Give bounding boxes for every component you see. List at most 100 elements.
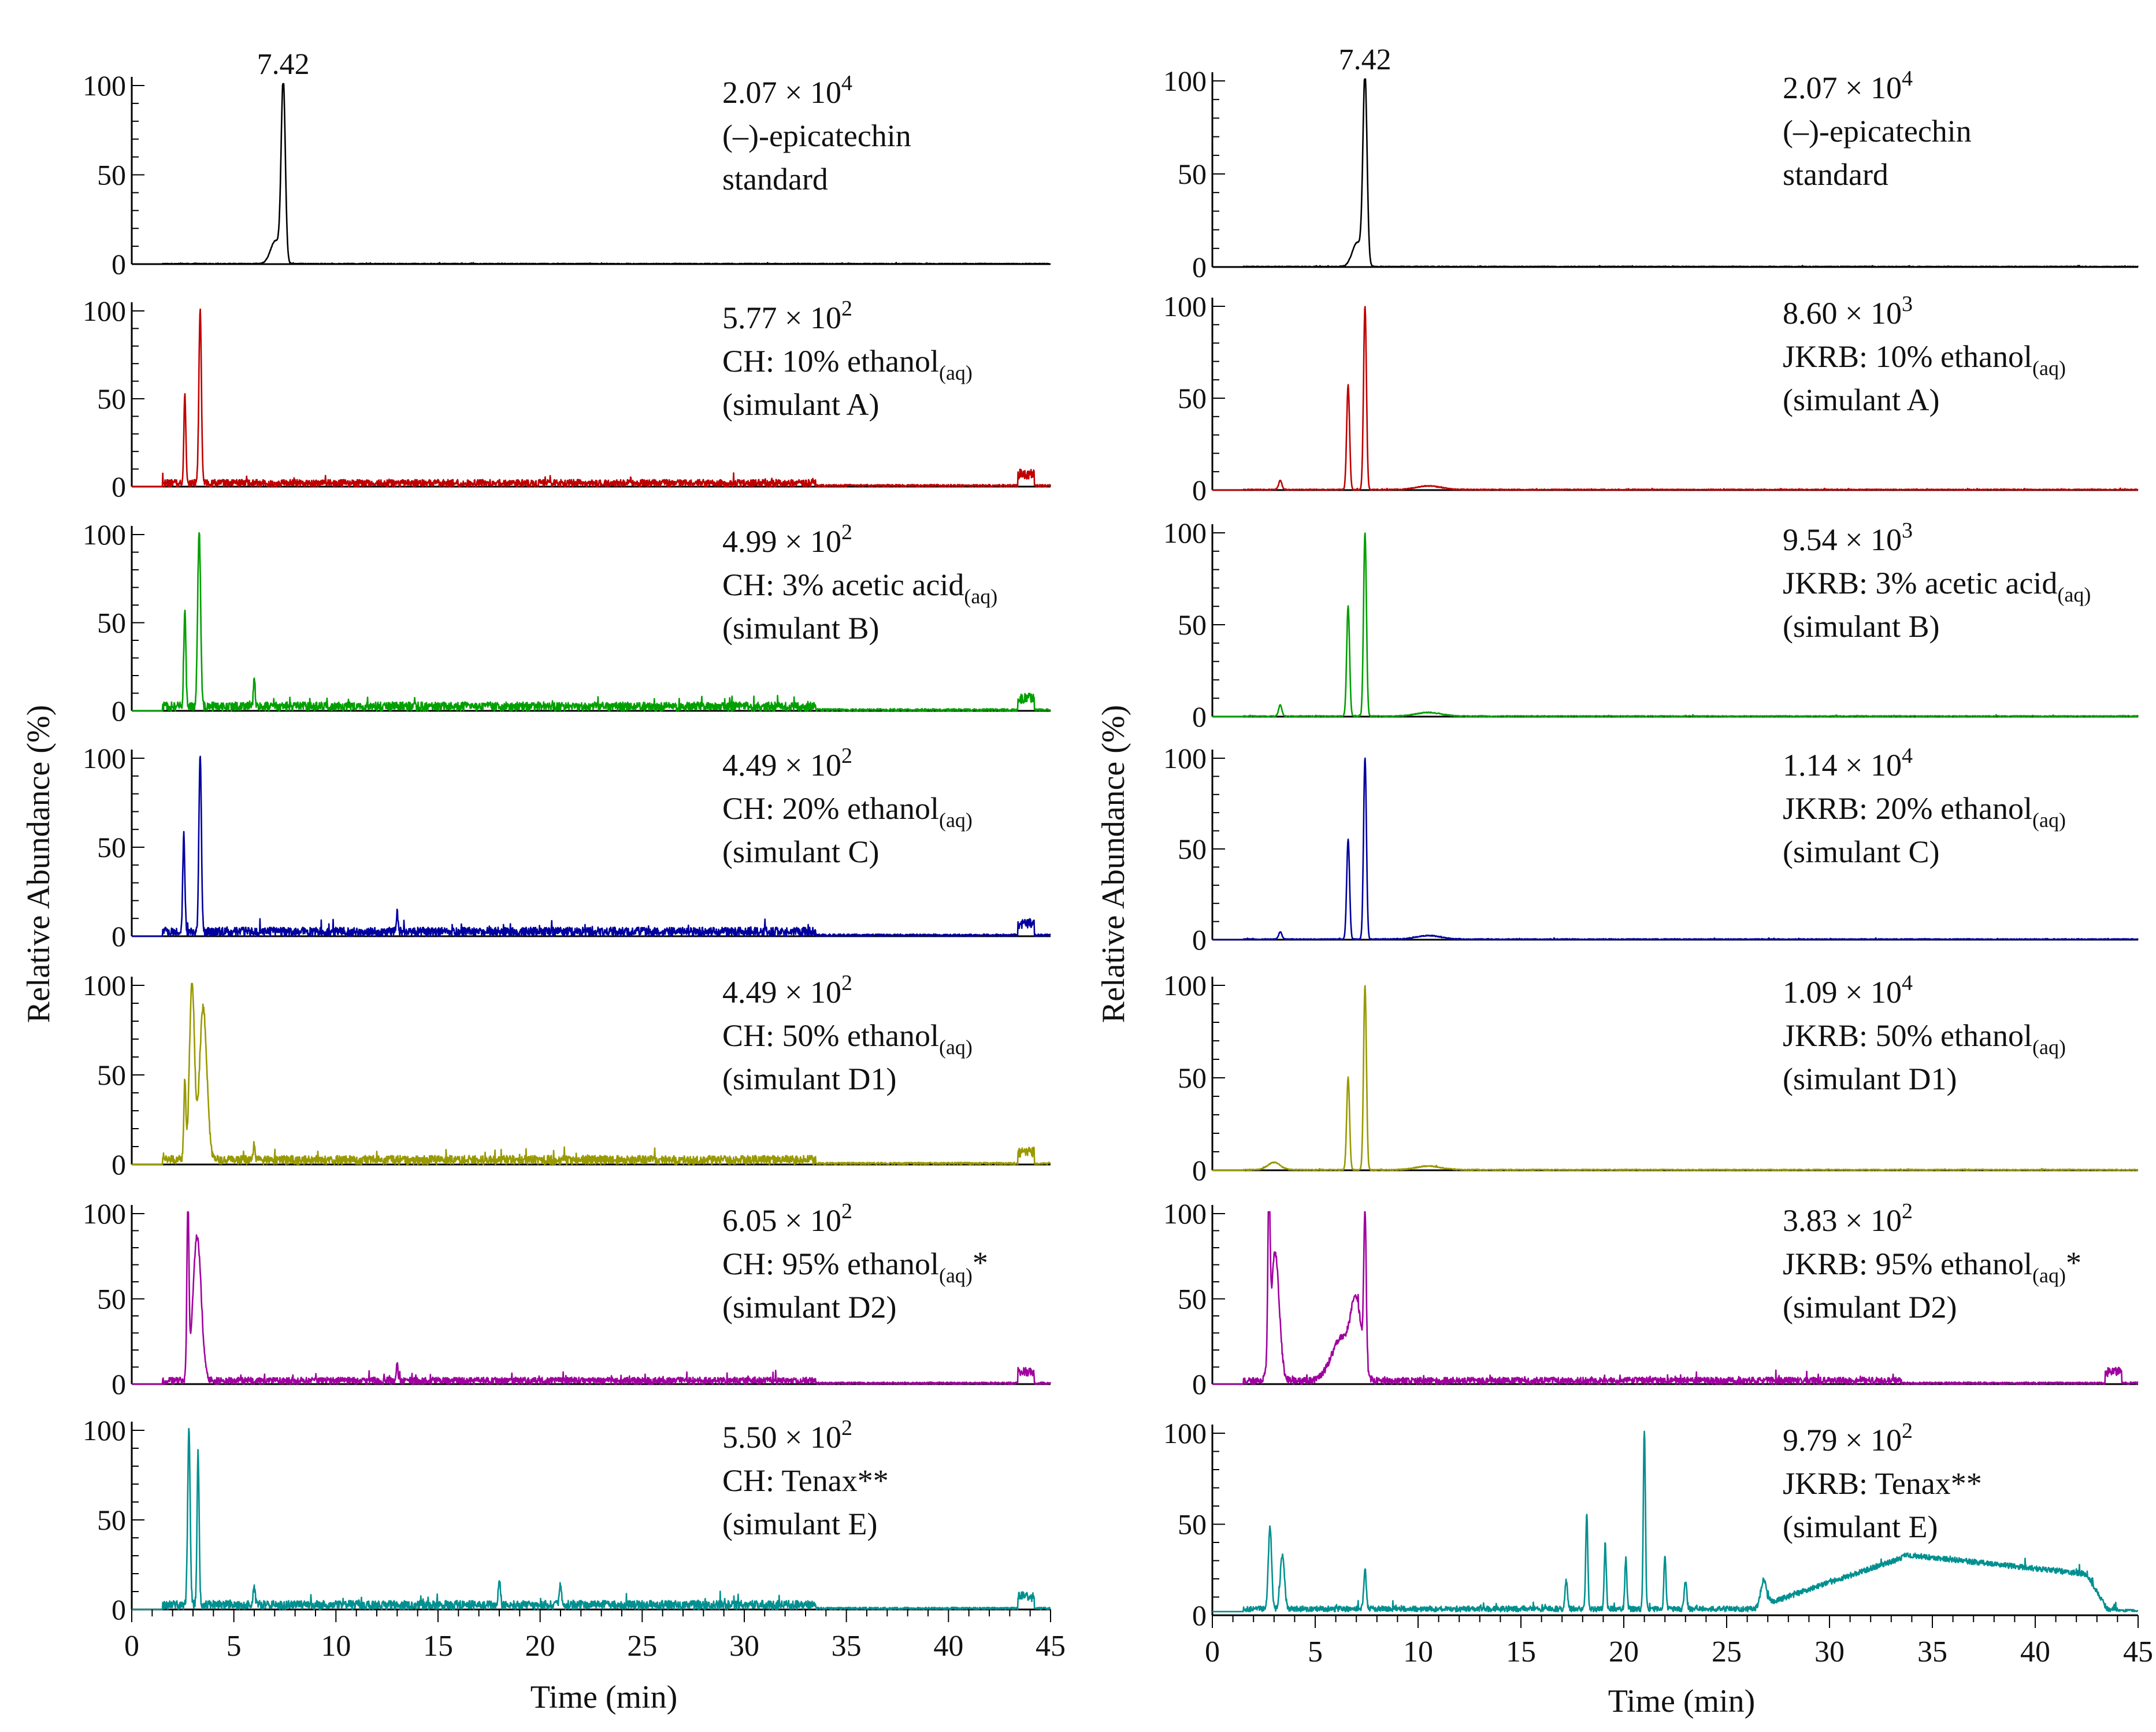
condition-text: JKRB: 20% ethanol <box>1783 791 2032 826</box>
annotation-nl: 3.83 × 102 <box>1783 1199 1913 1238</box>
x-tick-label: 0 <box>1205 1635 1220 1668</box>
nl-exponent: 2 <box>1902 1199 1913 1223</box>
chart-row-R6: 0 50 100 9.79 × 102 JKRB: Tenax** (simulant E… <box>1163 1417 2139 1631</box>
annotation-simulant: (simulant D1) <box>722 1062 896 1096</box>
y-tick-label: 50 <box>1178 1062 1207 1094</box>
trace-line-L6 <box>131 1427 1051 1611</box>
trace-line-L5 <box>131 1211 1052 1385</box>
annotation-condition: (–)-epicatechin <box>1783 114 1972 149</box>
nl-value: 4.99 × 10 <box>722 524 841 559</box>
annotation-nl: 5.77 × 102 <box>722 296 852 335</box>
y-tick-label: 0 <box>112 1368 126 1400</box>
nl-exponent: 2 <box>841 520 852 544</box>
annotation-simulant: (simulant D2) <box>722 1290 896 1325</box>
nl-exponent: 2 <box>841 296 852 321</box>
x-tick-label: 45 <box>1036 1630 1066 1663</box>
trace-line-R0 <box>1212 78 2139 268</box>
y-tick-label: 0 <box>1192 474 1207 506</box>
trace-line-L2 <box>131 532 1051 712</box>
annotation-nl: 4.99 × 102 <box>722 520 852 559</box>
x-tick-label: 30 <box>1814 1635 1845 1668</box>
y-tick-label: 0 <box>112 1148 126 1181</box>
nl-exponent: 2 <box>841 1416 852 1440</box>
x-tick-label: 0 <box>124 1630 139 1663</box>
annotation-condition: CH: Tenax** <box>722 1463 889 1498</box>
condition-text: CH: Tenax** <box>722 1463 889 1498</box>
x-tick-label: 25 <box>627 1630 657 1663</box>
nl-exponent: 4 <box>1902 971 1913 995</box>
condition-suffix: * <box>973 1245 988 1280</box>
x-tick-label: 15 <box>1506 1635 1536 1668</box>
annotation-simulant: (simulant B) <box>1783 609 1939 644</box>
annotation-condition: CH: 20% ethanol(aq) <box>722 791 973 832</box>
chart-row-R2: 0 50 100 9.54 × 103 JKRB: 3% acetic acid(aq)… <box>1163 517 2139 733</box>
annotation-condition: JKRB: 3% acetic acid(aq) <box>1783 566 2091 606</box>
condition-text: CH: 20% ethanol <box>722 791 939 826</box>
y-tick-label: 50 <box>97 383 126 415</box>
nl-exponent: 2 <box>841 1199 852 1223</box>
annotation-nl: 8.60 × 103 <box>1783 292 1913 331</box>
trace-line-R6 <box>1212 1430 2139 1612</box>
y-tick-label: 100 <box>83 69 126 102</box>
annotation-nl: 9.79 × 102 <box>1783 1419 1913 1457</box>
nl-exponent: 4 <box>841 71 852 95</box>
trace-line-L1 <box>131 308 1052 488</box>
x-axis-left: 0 5 10 15 20 25 30 35 40 45 <box>124 1609 1066 1663</box>
annotation-condition: CH: 10% ethanol(aq) <box>722 344 973 384</box>
x-tick-label: 25 <box>1712 1635 1742 1668</box>
annotation-nl: 5.50 × 102 <box>722 1416 852 1455</box>
condition-subscript: (aq) <box>2032 808 2066 832</box>
annotation-condition: JKRB: 95% ethanol(aq)* <box>1783 1245 2081 1287</box>
condition-text: JKRB: Tenax** <box>1783 1466 1982 1501</box>
annotation-condition: JKRB: 20% ethanol(aq) <box>1783 791 2066 832</box>
y-tick-label: 50 <box>1178 1508 1207 1541</box>
y-tick-label: 0 <box>112 470 126 503</box>
annotation-nl: 2.07 × 104 <box>722 71 852 110</box>
x-tick-label: 5 <box>1308 1635 1323 1668</box>
y-tick-label: 0 <box>112 695 126 727</box>
annotation-simulant: (simulant A) <box>1783 383 1939 417</box>
y-tick-label: 100 <box>83 1414 126 1447</box>
y-tick-label: 100 <box>1163 517 1207 549</box>
nl-value: 8.60 × 10 <box>1783 296 1902 331</box>
x-tick-label: 20 <box>1609 1635 1639 1668</box>
y-tick-label: 100 <box>1163 742 1207 774</box>
condition-text: (–)-epicatechin <box>1783 114 1972 149</box>
x-tick-label: 40 <box>933 1630 963 1663</box>
trace-line-R3 <box>1212 757 2139 941</box>
y-tick-label: 0 <box>1192 1368 1207 1400</box>
nl-exponent: 2 <box>1902 1419 1913 1443</box>
y-tick-label: 50 <box>97 1283 126 1315</box>
nl-value: 2.07 × 10 <box>722 75 841 110</box>
y-tick-label: 50 <box>97 831 126 863</box>
y-tick-label: 50 <box>1178 158 1207 190</box>
annotation-condition: CH: 3% acetic acid(aq) <box>722 568 997 608</box>
trace-line-R5 <box>1212 1211 2139 1385</box>
y-tick-label: 100 <box>83 742 126 774</box>
nl-value: 5.77 × 10 <box>722 301 841 335</box>
condition-text: JKRB: 50% ethanol <box>1783 1018 2032 1053</box>
y-tick-label: 50 <box>97 1504 126 1536</box>
condition-suffix: * <box>2066 1245 2081 1280</box>
annotation-nl: 9.54 × 103 <box>1783 518 1913 557</box>
trace-line-L3 <box>131 755 1051 937</box>
trace-line-R4 <box>1212 985 2139 1171</box>
x-axis-title-left: Time (min) <box>530 1679 678 1715</box>
x-tick-label: 45 <box>2123 1635 2153 1668</box>
nl-value: 4.49 × 10 <box>722 748 841 782</box>
annotation-simulant: (simulant D2) <box>1783 1290 1957 1325</box>
annotation-nl: 6.05 × 102 <box>722 1199 852 1238</box>
nl-exponent: 2 <box>841 744 852 768</box>
annotation-condition: CH: 95% ethanol(aq)* <box>722 1245 988 1287</box>
condition-subscript: (aq) <box>2032 357 2066 380</box>
condition-subscript: (aq) <box>939 1036 973 1059</box>
x-tick-label: 40 <box>2020 1635 2050 1668</box>
annotation-simulant: (simulant E) <box>722 1507 877 1541</box>
